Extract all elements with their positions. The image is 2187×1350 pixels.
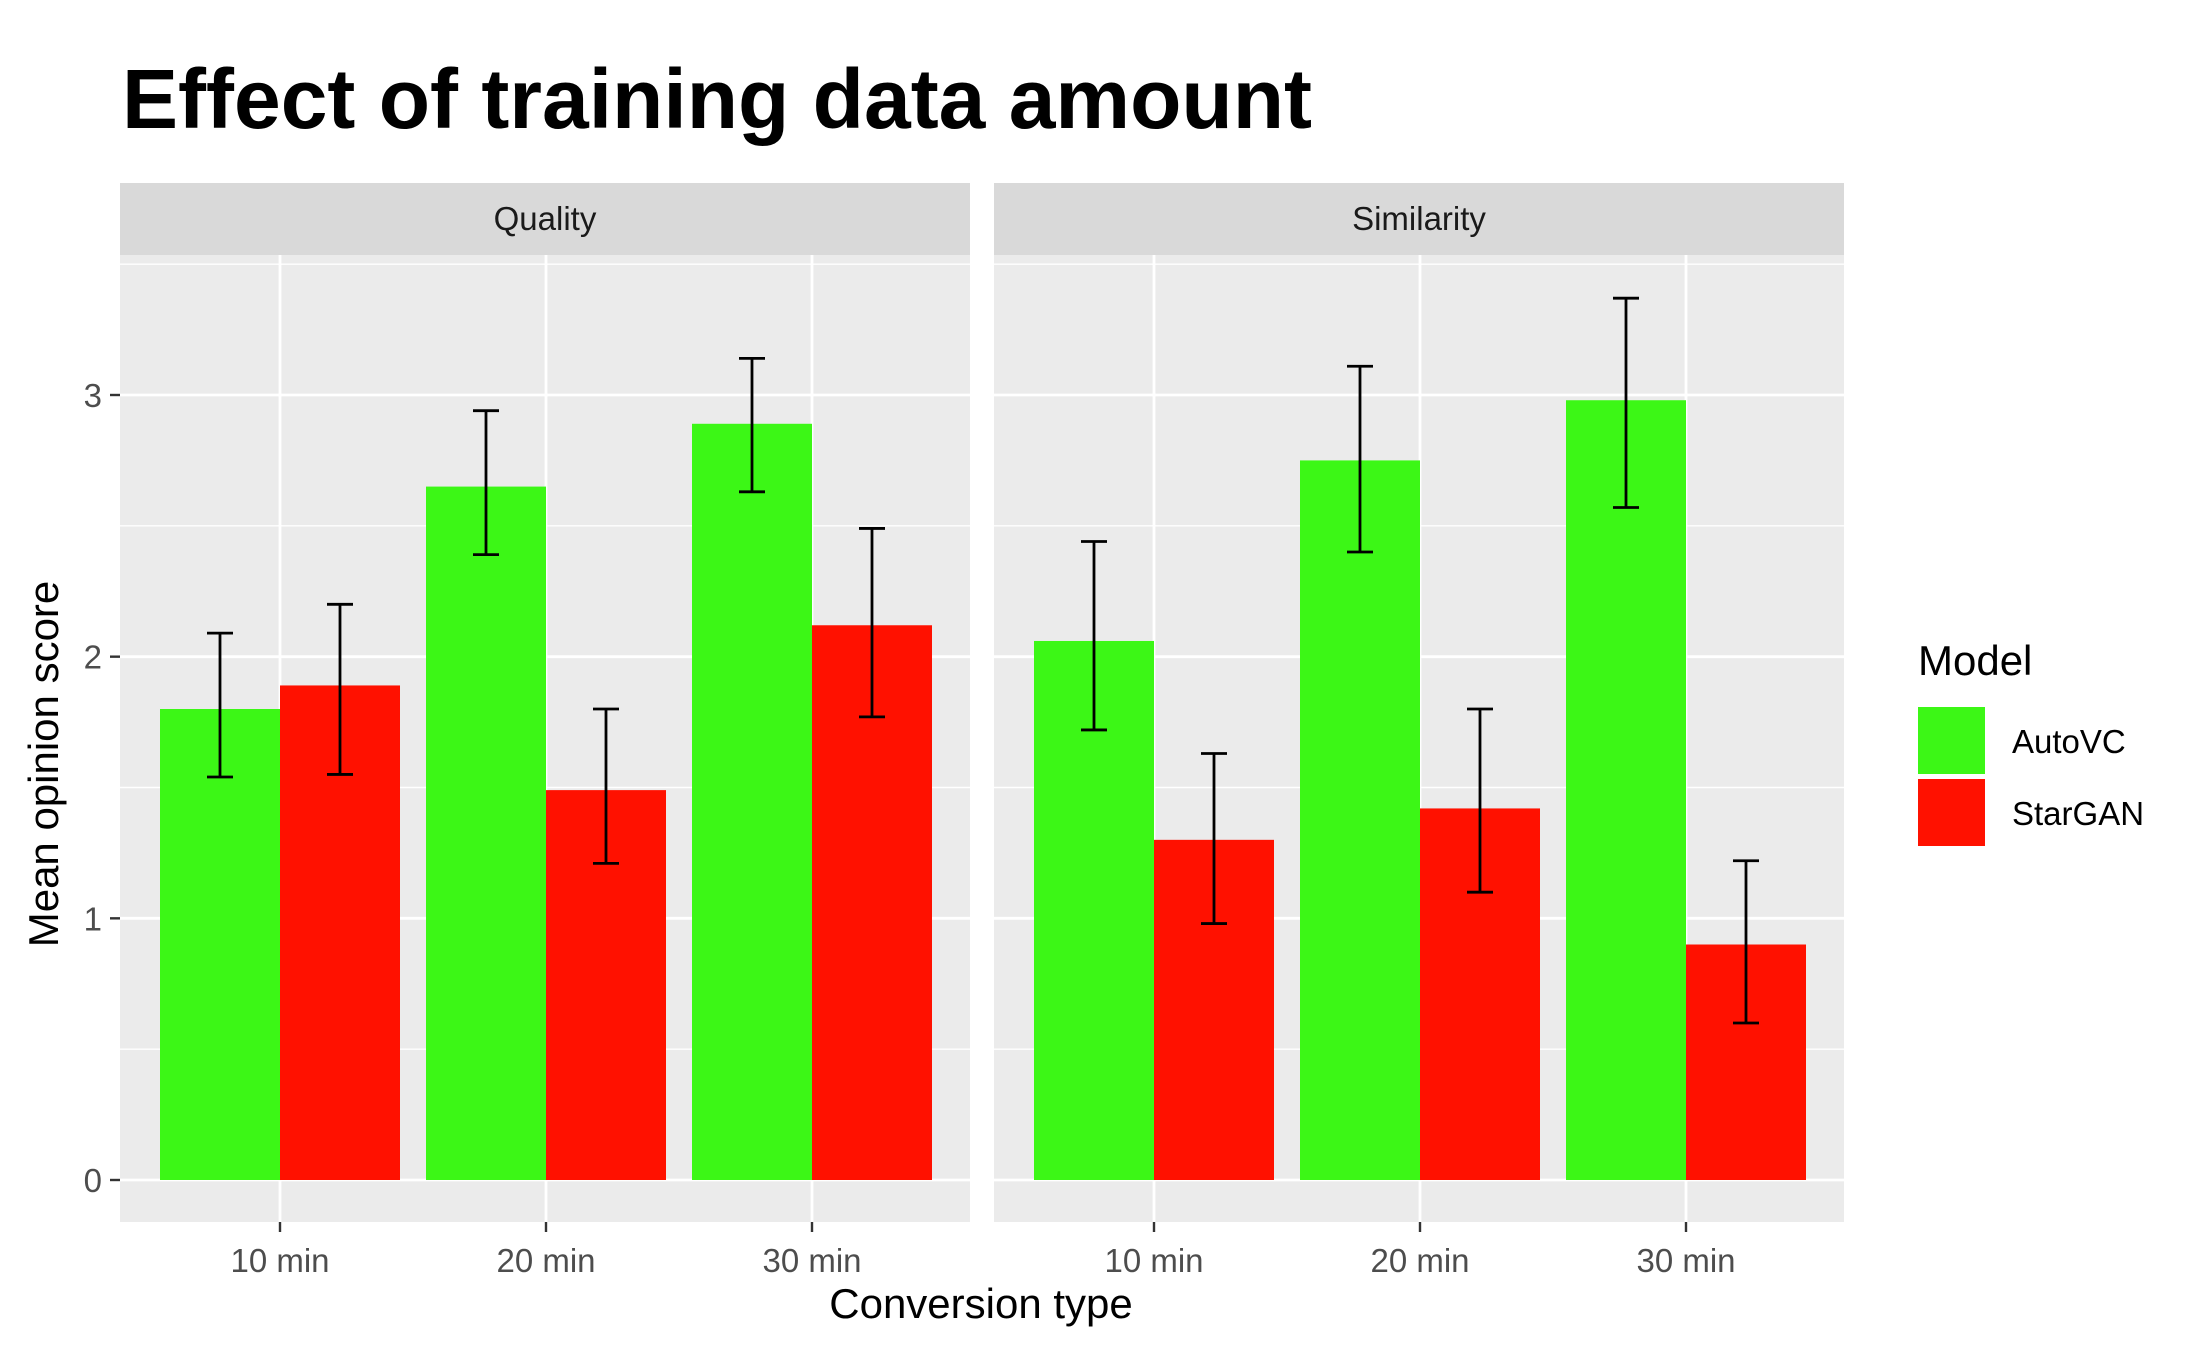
x-tick-label: 20 min [496,1242,595,1279]
legend-key [1918,779,1985,846]
bar [160,709,280,1180]
x-axis-title: Conversion type [829,1280,1133,1327]
y-tick-label: 2 [84,639,102,676]
x-tick-label: 30 min [762,1242,861,1279]
chart-title: Effect of training data amount [122,52,1312,146]
facet-strip-label: Similarity [1352,200,1486,237]
x-tick-label: 30 min [1636,1242,1735,1279]
y-tick-label: 0 [84,1162,102,1199]
legend: Model AutoVC StarGAN [1918,637,2144,846]
legend-label: AutoVC [2012,723,2126,760]
facet-strip [120,183,970,255]
bar [1566,400,1686,1180]
bar [1300,460,1420,1181]
facet-strip-label: Quality [494,200,597,237]
bar [692,423,812,1180]
legend-label: StarGAN [2012,795,2144,832]
legend-key [1918,707,1985,774]
legend-title: Model [1918,637,2032,684]
facet-strip [994,183,1844,255]
y-tick-label: 1 [84,900,102,937]
x-tick-label: 20 min [1370,1242,1469,1279]
x-tick-label: 10 min [230,1242,329,1279]
y-axis-title: Mean opinion score [20,581,67,948]
x-tick-label: 10 min [1104,1242,1203,1279]
bar [426,486,546,1180]
y-tick-label: 3 [84,377,102,414]
